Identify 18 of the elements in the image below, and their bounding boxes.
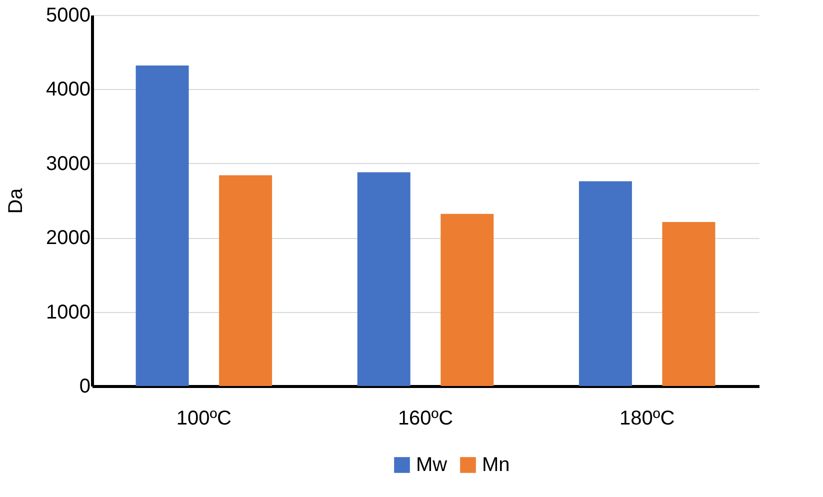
y-tick-label: 3000 [46,152,90,175]
bar [578,181,632,386]
x-tick-label: 160ºC [398,408,454,430]
y-tick-label: 2000 [46,227,90,250]
y-tick-label: 1000 [46,301,90,324]
bar [136,65,189,386]
legend-label: Mw [416,454,448,476]
y-tick-label: 0 [79,376,90,398]
bar [440,214,494,386]
bar [219,175,272,386]
x-tick-label: 100ºC [176,408,232,430]
bar [357,172,410,386]
x-tick-label: 180ºC [620,408,675,430]
y-tick-label: 4000 [46,78,90,101]
legend-label: Mn [482,454,510,476]
y-axis-title: Da [5,187,28,214]
bar [662,222,716,386]
y-tick-label: 5000 [46,4,90,26]
